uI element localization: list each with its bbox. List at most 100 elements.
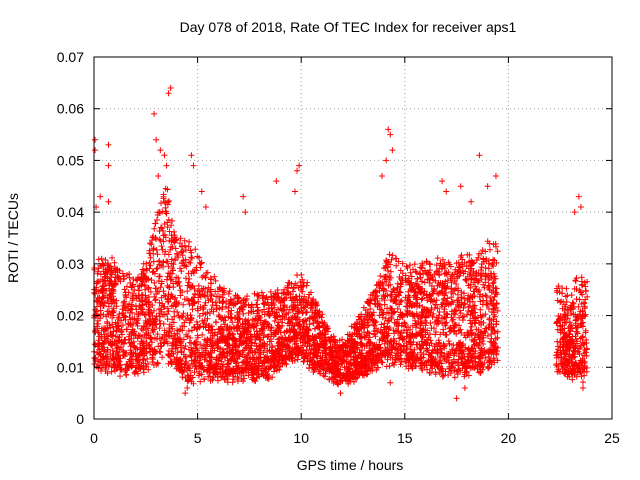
data-point <box>92 136 99 143</box>
data-point <box>387 131 394 138</box>
data-point <box>365 316 372 323</box>
data-point <box>188 249 195 256</box>
data-point <box>426 293 433 300</box>
data-point <box>386 363 393 370</box>
data-point <box>162 293 169 300</box>
data-point <box>160 311 167 318</box>
data-point <box>158 342 165 349</box>
data-point <box>577 203 584 210</box>
data-point <box>285 309 292 316</box>
data-point <box>435 269 442 276</box>
data-point <box>579 384 586 391</box>
data-point <box>419 366 426 373</box>
data-point <box>180 301 187 308</box>
data-point <box>478 276 485 283</box>
data-point <box>426 331 433 338</box>
data-point <box>111 259 118 266</box>
data-point <box>119 270 126 277</box>
data-point <box>233 360 240 367</box>
data-point <box>439 371 446 378</box>
data-point <box>467 311 474 318</box>
data-point <box>283 361 290 368</box>
data-point <box>436 308 443 315</box>
x-tick-label: 10 <box>293 430 309 446</box>
data-point <box>473 326 480 333</box>
data-point <box>290 326 297 333</box>
data-point <box>102 256 109 263</box>
data-point <box>553 360 560 367</box>
data-point <box>310 320 317 327</box>
data-point <box>377 272 384 279</box>
y-tick-label: 0.03 <box>57 256 84 272</box>
data-point <box>273 178 280 185</box>
data-point <box>563 285 570 292</box>
data-point <box>109 347 116 354</box>
data-point <box>386 251 393 258</box>
data-point <box>490 256 497 263</box>
data-point <box>191 324 198 331</box>
data-point <box>101 286 108 293</box>
data-point <box>226 288 233 295</box>
data-point <box>147 345 154 352</box>
data-point <box>387 291 394 298</box>
data-point <box>377 347 384 354</box>
data-point <box>271 318 278 325</box>
data-point <box>166 321 173 328</box>
data-point <box>140 327 147 334</box>
data-point <box>413 269 420 276</box>
data-point <box>454 371 461 378</box>
data-point <box>197 378 204 385</box>
data-point <box>473 269 480 276</box>
data-point <box>461 384 468 391</box>
data-point <box>320 372 327 379</box>
data-point <box>389 147 396 154</box>
data-point <box>161 152 168 159</box>
data-point <box>412 317 419 324</box>
data-point <box>98 255 105 262</box>
data-point <box>443 331 450 338</box>
data-point <box>467 262 474 269</box>
data-point <box>297 279 304 286</box>
x-tick-label: 0 <box>90 430 98 446</box>
data-point <box>186 339 193 346</box>
data-point <box>472 283 479 290</box>
data-point <box>105 162 112 169</box>
data-point <box>188 327 195 334</box>
data-point <box>268 325 275 332</box>
data-point <box>423 258 430 265</box>
data-point <box>467 320 474 327</box>
data-point <box>401 319 408 326</box>
data-point <box>294 356 301 363</box>
data-point <box>376 312 383 319</box>
y-tick-label: 0.04 <box>57 204 84 220</box>
data-point <box>153 136 160 143</box>
y-tick-label: 0 <box>76 411 84 427</box>
data-point <box>169 217 176 224</box>
data-point <box>422 317 429 324</box>
data-point <box>156 325 163 332</box>
data-point <box>579 379 586 386</box>
data-point <box>490 263 497 270</box>
data-point <box>440 372 447 379</box>
data-point <box>188 255 195 262</box>
data-point <box>148 277 155 284</box>
data-point <box>434 268 441 275</box>
data-point <box>151 225 158 232</box>
data-point <box>461 332 468 339</box>
data-point <box>482 248 489 255</box>
data-point <box>436 272 443 279</box>
data-point <box>261 300 268 307</box>
data-point <box>190 162 197 169</box>
data-point <box>373 282 380 289</box>
data-point <box>494 328 501 335</box>
data-point <box>185 259 192 266</box>
data-point <box>396 301 403 308</box>
data-point <box>451 277 458 284</box>
data-point <box>148 339 155 346</box>
data-point <box>202 203 209 210</box>
data-point <box>168 232 175 239</box>
data-point <box>434 255 441 262</box>
data-point <box>293 272 300 279</box>
data-point <box>147 348 154 355</box>
data-point <box>167 328 173 335</box>
